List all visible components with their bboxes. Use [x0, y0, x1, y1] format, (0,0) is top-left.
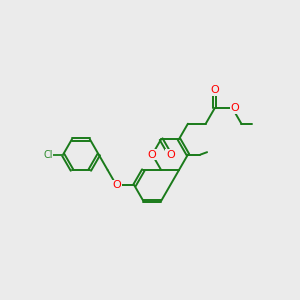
Text: O: O [210, 85, 219, 95]
Text: Cl: Cl [43, 150, 53, 160]
Text: O: O [112, 181, 121, 190]
Text: O: O [166, 150, 175, 161]
Text: O: O [148, 150, 157, 160]
Text: O: O [230, 103, 239, 113]
